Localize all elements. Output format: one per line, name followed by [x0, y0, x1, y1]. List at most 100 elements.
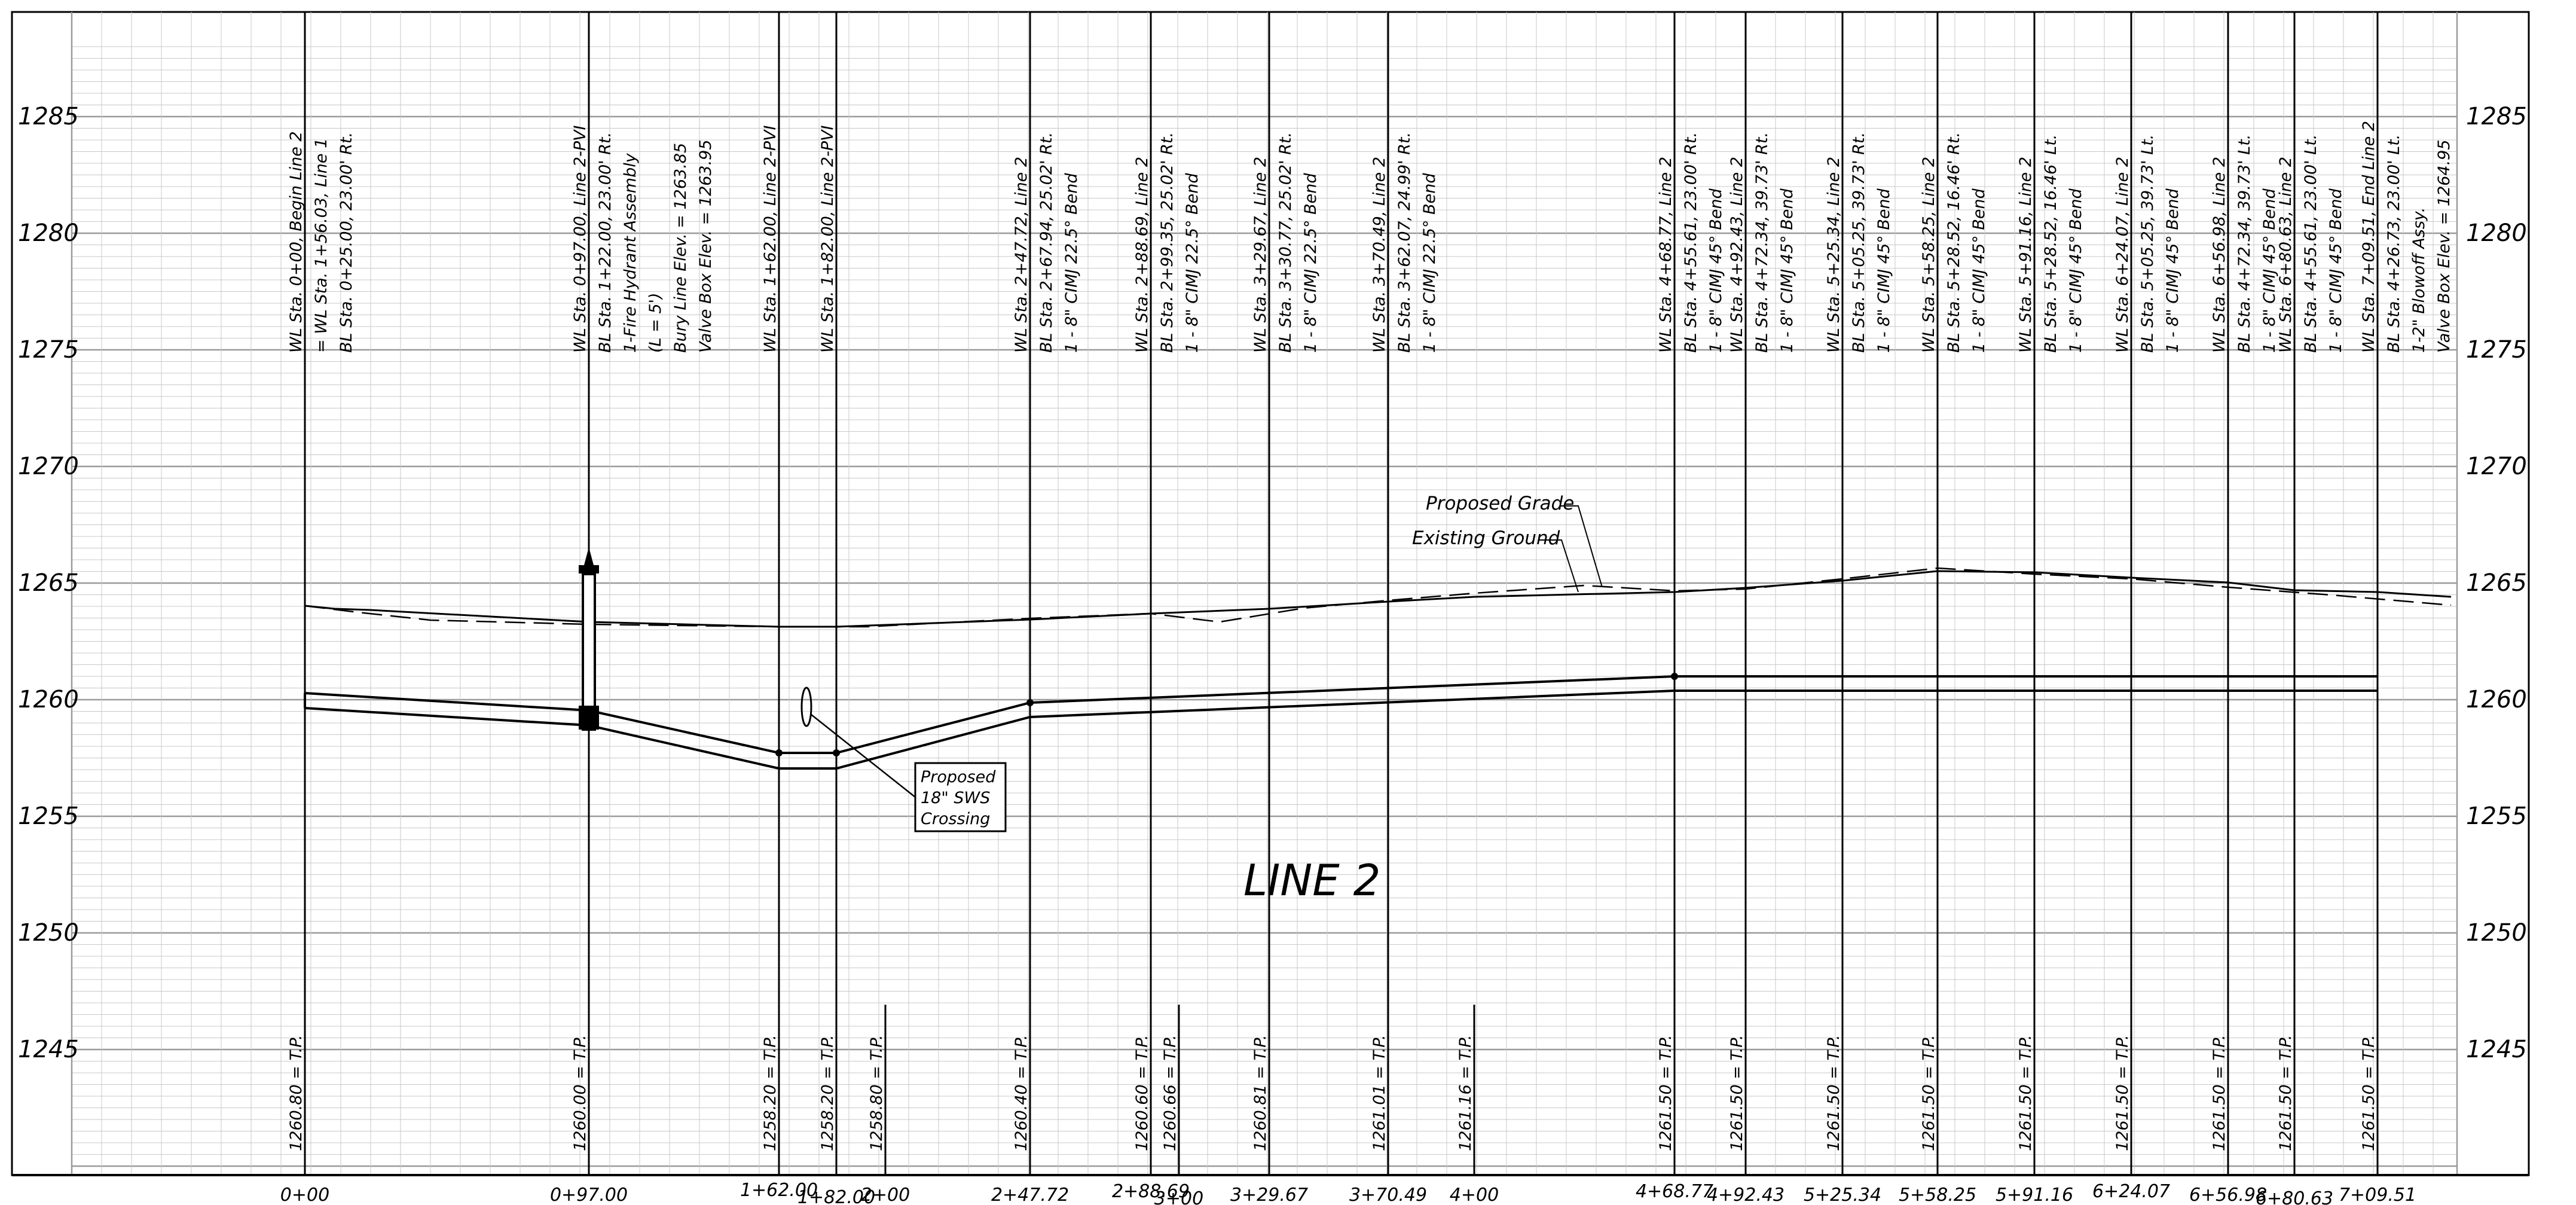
elevation-label-right: 1275 — [2466, 336, 2527, 364]
callout-line: 1 - 8" CIMJ 45° Bend — [1875, 188, 1893, 353]
station-label: 6+56.98 — [2189, 1185, 2267, 1205]
tp-label: 1258.20 = T.P. — [818, 1035, 837, 1151]
callout-line: WL Sta. 4+92.43, Line 2 — [1728, 157, 1746, 353]
station-label: 3+70.49 — [1349, 1185, 1427, 1205]
callout-line: BL Sta. 3+30.77, 25.02' Rt. — [1276, 132, 1295, 353]
station-labels: 0+00 0+97.00 1+62.001+82.002+00 2+47.72 2+88… — [280, 1180, 2416, 1205]
station-label: 6+80.63 — [2256, 1188, 2333, 1205]
station-label: 1+62.00 — [740, 1180, 818, 1201]
tp-label: 1260.60 = T.P. — [1133, 1035, 1151, 1151]
callout-line: WL Sta. 0+97.00, Line 2-PVI — [571, 125, 589, 353]
elevation-label-right: 1265 — [2466, 569, 2527, 597]
tp-label: 1260.00 = T.P. — [571, 1035, 589, 1151]
elevation-label-left: 1275 — [18, 336, 79, 364]
elevation-label-right: 1255 — [2466, 803, 2527, 830]
tp-label: 1261.50 = T.P. — [2016, 1035, 2035, 1151]
callout-line: 1 - 8" CIMJ 45° Bend — [2327, 188, 2345, 353]
callout-line: 1 - 8" CIMJ 22.5° Bend — [1301, 173, 1320, 353]
station-label: 4+92.43 — [1707, 1185, 1784, 1205]
callout-line: 1-2" Blowoff Assy. — [2410, 208, 2428, 353]
station-label: 7+09.51 — [2339, 1185, 2416, 1205]
callout-line: WL Sta. 2+88.69, Line 2 — [1133, 157, 1151, 353]
callout-line: 1 - 8" CIMJ 45° Bend — [1707, 188, 1725, 353]
tp-label: 1258.80 = T.P. — [867, 1035, 886, 1151]
callout-line: WL Sta. 6+24.07, Line 2 — [2113, 157, 2132, 353]
proposed-grade-label: Proposed Grade — [1426, 493, 1574, 514]
tp-label: 1260.80 = T.P. — [287, 1035, 305, 1151]
station-label: 5+25.34 — [1804, 1185, 1881, 1205]
tp-labels: 1260.80 = T.P. 1260.00 = T.P. 1258.20 = T.… — [287, 1035, 2378, 1151]
pvi-point — [1671, 673, 1678, 680]
fire-hydrant-cap — [579, 565, 599, 573]
callout-line: WL Sta. 1+62.00, Line 2-PVI — [761, 125, 780, 353]
profiles — [304, 505, 2452, 798]
sws-crossing-line-2: 18" SWS — [921, 789, 990, 807]
callout-line: 1 - 8" CIMJ 22.5° Bend — [1183, 173, 1202, 353]
station-label: 3+29.67 — [1230, 1185, 1308, 1205]
callout-line: BL Sta. 4+26.73, 23.00' Lt. — [2385, 135, 2403, 353]
callout-line: BL Sta. 5+05.25, 39.73' Rt. — [1850, 132, 1868, 353]
callout-line: 1 - 8" CIMJ 22.5° Bend — [1420, 173, 1439, 353]
station-callouts: WL Sta. 0+00, Begin Line 2 = WL Sta. 1+56… — [287, 121, 2453, 353]
sws-crossing-line-3: Crossing — [921, 810, 990, 828]
station-label: 3+00 — [1154, 1188, 1203, 1205]
elevation-label-left: 1250 — [18, 919, 79, 947]
elevation-label-right: 1270 — [2466, 453, 2527, 480]
callout-line: WL Sta. 5+25.34, Line 2 — [1825, 157, 1843, 353]
existing-ground-leader — [1539, 539, 1579, 593]
tp-label: 1261.50 = T.P. — [1920, 1035, 1938, 1151]
station-label: 5+91.16 — [1996, 1185, 2073, 1205]
callout-line: BL Sta. 4+72.34, 39.73' Rt. — [1753, 132, 1771, 353]
proposed-grade-line — [304, 570, 2452, 628]
callout-line: 1 - 8" CIMJ 45° Bend — [2067, 188, 2085, 353]
callout-line: WL Sta. 7+09.51, End Line 2 — [2360, 121, 2378, 353]
callout-line: BL Sta. 5+05.25, 39.73' Lt. — [2138, 135, 2157, 353]
callout-line: WL Sta. 5+91.16, Line 2 — [2016, 157, 2035, 353]
tp-label: 1261.16 = T.P. — [1456, 1035, 1475, 1151]
callout-line: BL Sta. 1+22.00, 23.00' Rt. — [596, 132, 615, 353]
sws-pipe-ellipse — [800, 687, 812, 727]
elevation-label-right: 1250 — [2466, 919, 2527, 947]
callout-line: (L = 5') — [646, 293, 665, 353]
elevation-label-left: 1270 — [18, 453, 79, 480]
callout-line: BL Sta. 0+25.00, 23.00' Rt. — [337, 132, 356, 353]
annotations: LINE 2 Proposed Grade Existing Ground Pr… — [914, 493, 1574, 905]
pvi-point — [775, 749, 783, 756]
pvi-point — [833, 749, 840, 756]
proposed-grade-leader — [1560, 505, 1603, 588]
drawing-title: LINE 2 — [1243, 855, 1380, 905]
tp-label: 1261.50 = T.P. — [1825, 1035, 1843, 1151]
callout-line: BL Sta. 5+28.52, 16.46' Lt. — [2042, 135, 2060, 353]
station-label: 0+97.00 — [550, 1185, 628, 1205]
existing-ground-line — [304, 567, 2452, 628]
station-label: 5+58.25 — [1899, 1185, 1976, 1205]
callout-line: = WL Sta. 1+56.03, Line 1 — [312, 138, 331, 353]
fire-hydrant-base — [579, 706, 599, 730]
elevation-label-right: 1280 — [2466, 219, 2527, 247]
callout-line: 1 - 8" CIMJ 45° Bend — [1778, 188, 1796, 353]
grid — [11, 11, 2530, 1176]
callout-line: WL Sta. 6+80.63, Line 2 — [2276, 157, 2295, 353]
callout-line: BL Sta. 3+62.07, 24.99' Rt. — [1395, 132, 1414, 353]
tp-label: 1260.40 = T.P. — [1012, 1035, 1031, 1151]
tp-label: 1258.20 = T.P. — [761, 1035, 780, 1151]
elevation-label-left: 1280 — [18, 219, 79, 247]
callout-line: WL Sta. 3+29.67, Line 2 — [1251, 157, 1270, 353]
station-label: 2+00 — [861, 1185, 910, 1205]
callout-line: BL Sta. 2+67.94, 25.02' Rt. — [1037, 132, 1056, 353]
sws-crossing-box — [914, 762, 1007, 832]
elevation-label-left: 1260 — [18, 686, 79, 713]
callout-line: BL Sta. 4+55.61, 23.00' Lt. — [2302, 135, 2320, 353]
pvi-point — [1026, 699, 1034, 706]
callout-line: WL Sta. 5+58.25, Line 2 — [1920, 157, 1938, 353]
callout-line: Valve Box Elev. = 1263.95 — [696, 139, 715, 353]
elevation-labels: 1285 1285 1280 1280 1275 1275 1270 1270 1265 1265… — [18, 103, 2527, 1063]
station-label: 4+68.77 — [1636, 1181, 1713, 1202]
tp-label: 1260.81 = T.P. — [1251, 1035, 1270, 1151]
callout-line: WL Sta. 3+70.49, Line 2 — [1370, 157, 1389, 353]
elevation-label-left: 1285 — [18, 103, 79, 130]
tp-label: 1260.66 = T.P. — [1161, 1035, 1179, 1151]
tp-label: 1261.50 = T.P. — [2210, 1035, 2229, 1151]
callout-line: Bury Line Elev. = 1263.85 — [671, 143, 690, 353]
